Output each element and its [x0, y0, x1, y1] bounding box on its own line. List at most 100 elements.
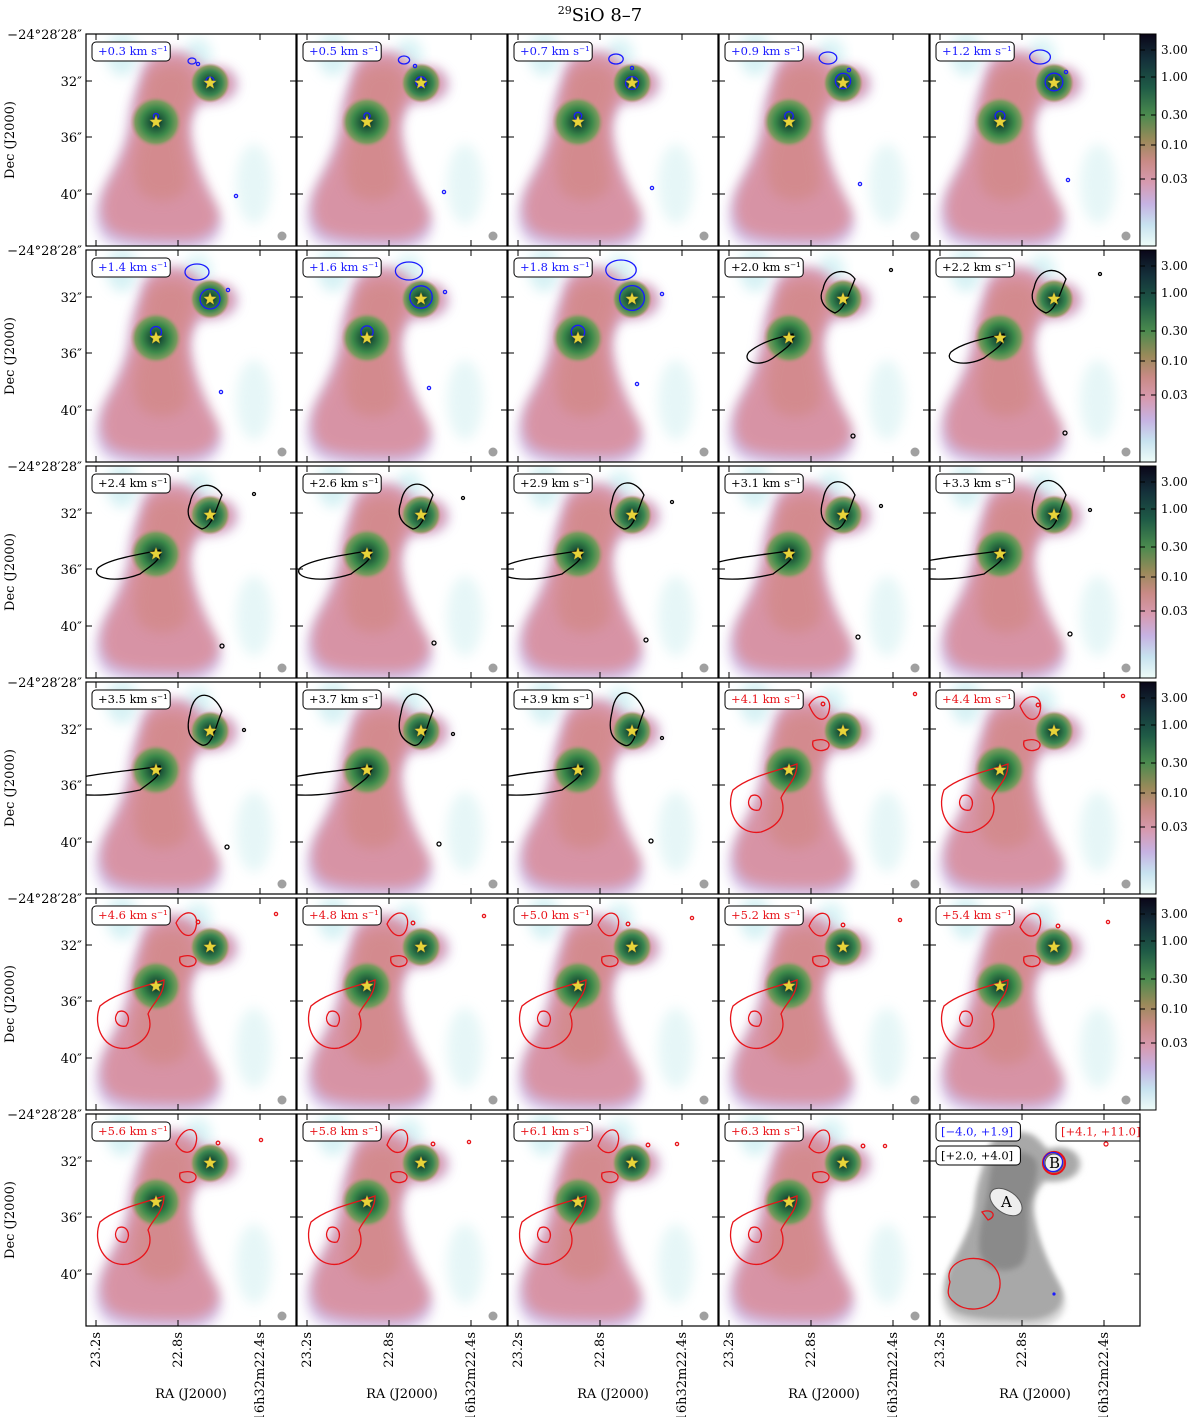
ytick-label: −24°28′28″	[7, 244, 82, 259]
source-b-star	[625, 939, 639, 953]
source-b-star	[203, 291, 217, 305]
source-a-label: A	[1000, 1193, 1012, 1211]
velocity-label: +1.8 km s⁻¹	[520, 260, 590, 274]
beam-ellipse	[488, 1095, 498, 1105]
velocity-label: +2.6 km s⁻¹	[309, 476, 379, 490]
velocity-label: +5.6 km s⁻¹	[98, 1124, 168, 1138]
xtick-label: 23.2s	[722, 1332, 737, 1368]
beam-ellipse	[1121, 447, 1131, 457]
colorbar-tick-label: 0.10	[1161, 1002, 1188, 1016]
figure-title: 29SiO 8–7	[0, 4, 1200, 26]
velocity-label: +1.2 km s⁻¹	[942, 44, 1012, 58]
channel-panel: +6.1 km s⁻¹	[507, 1113, 719, 1327]
xtick-label: 22.8s	[804, 1332, 819, 1368]
velocity-label: +6.3 km s⁻¹	[731, 1124, 801, 1138]
source-b-star	[414, 75, 428, 89]
source-a-star	[360, 546, 374, 560]
source-a-star	[149, 978, 163, 992]
ytick-label: 40″	[61, 836, 83, 851]
velocity-label: +3.5 km s⁻¹	[98, 692, 168, 706]
channel-panel: +4.6 km s⁻¹	[85, 897, 297, 1111]
ytick-label: 40″	[61, 1268, 83, 1283]
velocity-label: +1.6 km s⁻¹	[309, 260, 379, 274]
ytick-label: 32″	[61, 291, 83, 306]
source-b-star	[625, 1155, 639, 1169]
source-a-star	[782, 978, 796, 992]
channel-panel: +5.6 km s⁻¹	[85, 1113, 297, 1327]
source-b-star	[836, 723, 850, 737]
colorbar: 3.00 1.00 0.30 0.10 0.03	[1139, 33, 1188, 247]
ytick-label: 40″	[61, 188, 83, 203]
channel-panel: +1.2 km s⁻¹	[929, 33, 1141, 247]
source-a-star	[571, 978, 585, 992]
source-a-star	[571, 546, 585, 560]
source-b-star	[1047, 507, 1061, 521]
beam-ellipse	[699, 231, 709, 241]
ytick-label: 40″	[61, 620, 83, 635]
beam-ellipse	[488, 231, 498, 241]
colorbar-tick-label: 0.03	[1161, 172, 1188, 186]
colorbar: 3.00 1.00 0.30 0.10 0.03	[1139, 681, 1188, 895]
velocity-label: +5.8 km s⁻¹	[309, 1124, 379, 1138]
source-a-star	[782, 546, 796, 560]
colorbars: 3.00 1.00 0.30 0.10 0.03 3.00 1.00 0.30 0.10 0.03…	[1139, 33, 1188, 1111]
source-b-star	[836, 507, 850, 521]
channel-panel: +1.6 km s⁻¹	[296, 249, 508, 463]
source-b-star	[414, 1155, 428, 1169]
velocity-label: +0.9 km s⁻¹	[731, 44, 801, 58]
velocity-label: +4.8 km s⁻¹	[309, 908, 379, 922]
channel-panel: +3.3 km s⁻¹	[929, 465, 1141, 679]
colorbar-tick-label: 0.10	[1161, 138, 1188, 152]
colorbar-tick-label: 0.03	[1161, 388, 1188, 402]
range-label: [−4.0, +1.9]	[941, 1125, 1013, 1139]
beam-ellipse	[910, 1311, 920, 1321]
beam-ellipse	[699, 663, 709, 673]
ytick-label: −24°28′28″	[7, 892, 82, 907]
beam-ellipse	[488, 663, 498, 673]
beam-ellipse	[277, 663, 287, 673]
beam-ellipse	[488, 879, 498, 889]
source-b-star	[203, 75, 217, 89]
source-b-star	[203, 507, 217, 521]
velocity-label: +5.4 km s⁻¹	[942, 908, 1012, 922]
beam-ellipse	[910, 1095, 920, 1105]
source-b-star	[414, 723, 428, 737]
ytick-label: 32″	[61, 75, 83, 90]
colorbar-tick-label: 0.30	[1161, 756, 1188, 770]
source-a-star	[782, 330, 796, 344]
velocity-label: +3.7 km s⁻¹	[309, 692, 379, 706]
beam-ellipse	[488, 447, 498, 457]
channel-panel: +5.0 km s⁻¹	[507, 897, 719, 1111]
beam-ellipse	[1121, 879, 1131, 889]
velocity-label: +4.4 km s⁻¹	[942, 692, 1012, 706]
channel-panel: +2.9 km s⁻¹	[507, 465, 719, 679]
channel-panel: +2.0 km s⁻¹	[718, 249, 930, 463]
channel-panel: +2.2 km s⁻¹	[929, 249, 1141, 463]
beam-ellipse	[910, 879, 920, 889]
source-a-star	[993, 114, 1007, 128]
channel-panel: +3.7 km s⁻¹	[296, 681, 508, 895]
velocity-label: +0.5 km s⁻¹	[309, 44, 379, 58]
beam-ellipse	[277, 1095, 287, 1105]
panel-grid: +0.3 km s⁻¹ +0.5 km s⁻¹ +0.7 km s⁻¹ +0.9 km…	[85, 33, 1141, 1327]
y-axis-label: Dec (J2000)	[3, 533, 18, 611]
source-b-star	[1047, 939, 1061, 953]
colorbar: 3.00 1.00 0.30 0.10 0.03	[1139, 897, 1188, 1111]
source-a-star	[149, 330, 163, 344]
source-a-star	[993, 978, 1007, 992]
channel-panel: +4.8 km s⁻¹	[296, 897, 508, 1111]
colorbar-tick-label: 3.00	[1161, 475, 1188, 489]
velocity-label: +2.0 km s⁻¹	[731, 260, 801, 274]
colorbar-tick-label: 3.00	[1161, 691, 1188, 705]
velocity-label: +3.3 km s⁻¹	[942, 476, 1012, 490]
y-axis-label: Dec (J2000)	[3, 101, 18, 179]
channel-panel: +4.4 km s⁻¹	[929, 681, 1141, 895]
source-a-star	[360, 762, 374, 776]
velocity-label: +5.2 km s⁻¹	[731, 908, 801, 922]
ytick-label: 36″	[61, 779, 83, 794]
source-a-star	[993, 546, 1007, 560]
beam-ellipse	[1121, 663, 1131, 673]
colorbar-tick-label: 1.00	[1161, 718, 1188, 732]
beam-ellipse	[910, 231, 920, 241]
channel-panel: +0.7 km s⁻¹	[507, 33, 719, 247]
